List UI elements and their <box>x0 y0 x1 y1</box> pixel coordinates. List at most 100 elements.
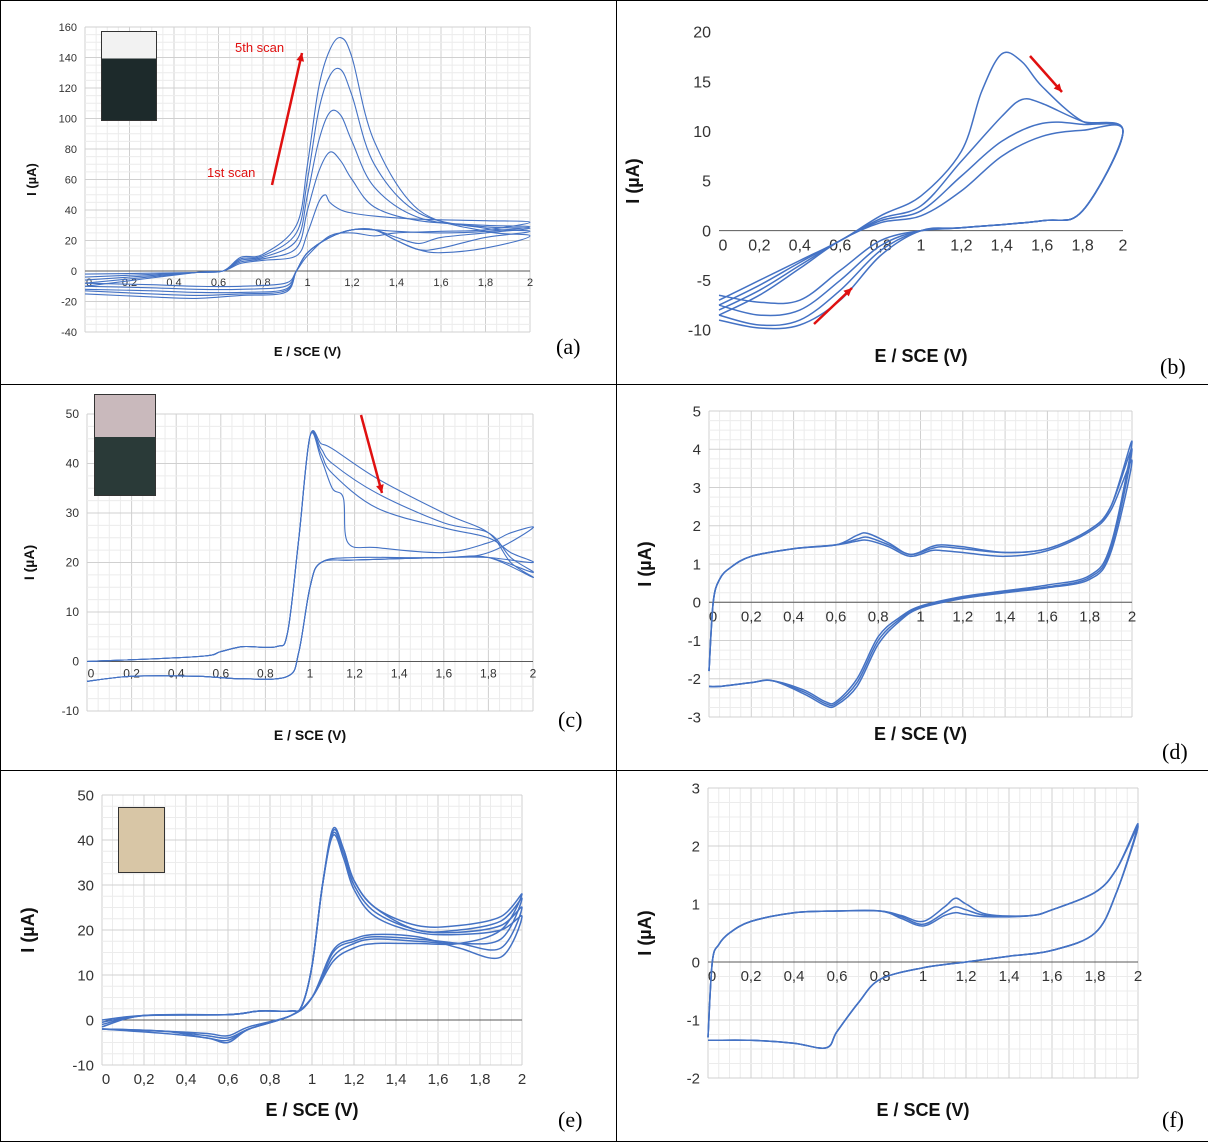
panel-letter: (c) <box>558 707 583 732</box>
chart-panel-c: -10 0 10 20 30 40 50 0 0,2 0,4 0,6 0,8 1 1,2 1,4 1,6 1,8… <box>0 385 616 770</box>
trend-arrow <box>359 414 384 494</box>
y-tick-label: 50 <box>66 407 80 421</box>
y-tick-label: 30 <box>77 877 94 894</box>
x-tick-label: 0,6 <box>829 238 851 255</box>
x-tick-label: 2 <box>530 667 537 681</box>
chart-panel-a: -40 -20 0 20 40 60 80 100 120 140 160 0 0,2 0,4 0,6 0,8… <box>0 0 616 384</box>
grid-line <box>0 384 1208 385</box>
x-tick-label: 0,2 <box>748 238 770 255</box>
panel-letter: (f) <box>1162 1107 1184 1132</box>
grid-line <box>616 0 617 1142</box>
x-tick-label: 1,8 <box>470 1071 491 1088</box>
y-tick-label: 50 <box>77 787 94 804</box>
y-tick-label: -2 <box>687 1070 700 1087</box>
y-tick-label: 10 <box>66 605 80 619</box>
x-tick-label: 2 <box>518 1071 526 1088</box>
x-tick-label: 1,2 <box>346 667 363 681</box>
x-axis-label: E / SCE (V) <box>874 346 967 366</box>
x-tick-label: 1,8 <box>478 277 493 289</box>
trend-arrow <box>270 52 304 186</box>
y-axis-label: I (µA) <box>623 158 643 203</box>
x-axis-label: E / SCE (V) <box>274 344 341 359</box>
x-tick-label: 0,2 <box>123 667 140 681</box>
y-tick-label: 15 <box>693 74 711 91</box>
x-tick-label: 2 <box>1119 238 1128 255</box>
panel-letter: (d) <box>1162 739 1188 764</box>
x-tick-label: 0,4 <box>168 667 185 681</box>
y-axis-label: I (µA) <box>24 163 39 196</box>
y-tick-label: 5 <box>702 174 711 191</box>
chart-f-svg: -2 -1 0 1 2 3 0 0,2 0,4 0,6 0,8 1 1,2 1,4 1,6 1,8 2 E / S… <box>635 780 1142 1120</box>
x-tick-label: 0,4 <box>176 1071 197 1088</box>
y-tick-label: -2 <box>688 671 701 688</box>
trend-arrow <box>813 287 853 325</box>
x-tick-label: 1,4 <box>995 608 1016 625</box>
x-tick-label: 0,2 <box>741 608 762 625</box>
x-tick-label: 0,4 <box>783 608 804 625</box>
x-tick-label: 1,8 <box>1071 238 1093 255</box>
y-tick-label: 40 <box>66 457 80 471</box>
x-axis-label: E / SCE (V) <box>874 724 967 744</box>
x-tick-label: 1 <box>304 277 310 289</box>
chart-e-svg: -10 0 10 20 30 40 50 0 0,2 0,4 0,6 0,8 1 1,2 1,4 1,6 1,8… <box>18 787 526 1120</box>
x-tick-label: 1,2 <box>952 608 973 625</box>
sample-photo-inset <box>101 31 157 121</box>
y-tick-label: 0 <box>86 1012 94 1029</box>
y-tick-label: -1 <box>687 1012 700 1029</box>
y-tick-label: -10 <box>688 323 711 340</box>
x-axis-label: E / SCE (V) <box>265 1100 358 1120</box>
cv-scan-4 <box>718 124 1124 330</box>
x-tick-label: 1,4 <box>991 238 1013 255</box>
y-tick-label: 3 <box>693 480 701 497</box>
grid-line <box>0 770 1208 771</box>
x-tick-label: 1 <box>308 1071 316 1088</box>
y-tick-label: 20 <box>693 25 711 42</box>
x-tick-label: 0,8 <box>257 667 274 681</box>
grid-line <box>0 0 1 1142</box>
y-tick-label: -10 <box>72 1057 94 1074</box>
x-tick-label: 1,8 <box>1079 608 1100 625</box>
x-axis-label: E / SCE (V) <box>876 1100 969 1120</box>
y-tick-label: 40 <box>77 832 94 849</box>
chart-d-svg: -3 -2 -1 0 1 2 3 4 5 0 0,2 0,4 0,6 0,8 1 1,2 1,4 1,6 1,8 2 E… <box>635 403 1136 744</box>
x-tick-label: 1,6 <box>428 1071 449 1088</box>
y-tick-label: 4 <box>693 442 701 459</box>
x-tick-label: 0 <box>708 968 716 985</box>
y-tick-label: -20 <box>61 296 77 308</box>
y-tick-label: 30 <box>66 506 80 520</box>
x-tick-label: 0,6 <box>827 968 848 985</box>
y-tick-label: -3 <box>688 709 701 726</box>
y-tick-label: -10 <box>62 704 80 718</box>
y-tick-label: 120 <box>59 83 77 95</box>
x-tick-label: 1,6 <box>1042 968 1063 985</box>
grid-line <box>0 0 1208 1</box>
x-tick-label: 0 <box>709 608 717 625</box>
y-tick-label: 140 <box>59 52 77 64</box>
y-tick-label: 80 <box>65 144 77 156</box>
sample-photo-inset <box>94 394 156 496</box>
y-tick-label: 0 <box>692 954 700 971</box>
cv-scan-3 <box>708 459 1133 709</box>
y-tick-label: 2 <box>693 518 701 535</box>
y-tick-label: 40 <box>65 205 77 217</box>
y-tick-label: 0 <box>693 595 701 612</box>
y-tick-label: 5 <box>693 403 701 420</box>
x-tick-label: 1,6 <box>1037 608 1058 625</box>
y-tick-label: -40 <box>61 327 77 339</box>
cv-scan-5 <box>84 36 531 300</box>
y-tick-label: 0 <box>71 266 77 278</box>
y-tick-label: 10 <box>693 124 711 141</box>
y-tick-label: 160 <box>59 22 77 34</box>
chart-panel-f: -2 -1 0 1 2 3 0 0,2 0,4 0,6 0,8 1 1,2 1,4 1,6 1,8 2 E / S… <box>617 771 1208 1141</box>
x-tick-label: 1,8 <box>480 667 497 681</box>
x-tick-label: 0,2 <box>134 1071 155 1088</box>
y-tick-label: 1 <box>693 556 701 573</box>
x-tick-label: 1,2 <box>344 277 359 289</box>
y-tick-label: 3 <box>692 780 700 797</box>
y-tick-label: 0 <box>72 655 79 669</box>
x-tick-label: 0,8 <box>868 608 889 625</box>
x-tick-label: 0 <box>88 667 95 681</box>
